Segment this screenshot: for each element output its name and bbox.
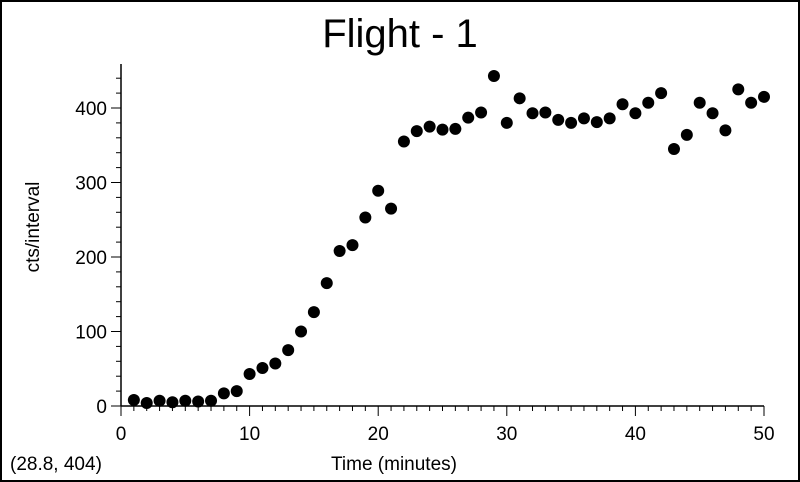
- data-point: [346, 239, 359, 252]
- x-tick-label: 50: [753, 424, 774, 445]
- data-point: [667, 142, 680, 155]
- y-tick-label: 100: [75, 323, 107, 344]
- data-point: [526, 107, 539, 120]
- data-point: [552, 113, 565, 126]
- x-tick-label: 30: [496, 424, 517, 445]
- data-point: [719, 124, 732, 137]
- data-point: [385, 202, 398, 215]
- x-tick-label: 0: [116, 424, 127, 445]
- data-point: [758, 90, 770, 103]
- data-point: [629, 107, 642, 120]
- data-point: [205, 394, 218, 407]
- data-point: [166, 396, 179, 409]
- y-tick-label: 400: [75, 99, 107, 120]
- data-point: [680, 128, 693, 141]
- data-point: [256, 362, 269, 375]
- data-point: [269, 357, 282, 370]
- data-point: [487, 69, 500, 82]
- x-tick-label: 20: [368, 424, 389, 445]
- data-point: [359, 211, 372, 224]
- data-point: [693, 96, 706, 109]
- data-point: [513, 92, 526, 105]
- cursor-coordinate-readout: (28.8, 404): [10, 454, 102, 475]
- data-point: [217, 387, 230, 400]
- data-point: [706, 107, 719, 120]
- data-point: [616, 98, 629, 111]
- data-point: [539, 106, 552, 119]
- data-point: [577, 112, 590, 125]
- x-tick-label: 40: [625, 424, 646, 445]
- data-point: [732, 83, 745, 96]
- data-point: [655, 87, 668, 100]
- data-point: [307, 306, 320, 319]
- data-point: [153, 394, 166, 407]
- data-point: [436, 123, 449, 136]
- data-point: [565, 116, 578, 129]
- y-tick-label: 0: [96, 397, 107, 418]
- data-point: [410, 125, 423, 138]
- data-point: [282, 344, 295, 357]
- data-point: [500, 116, 513, 129]
- data-point: [372, 184, 385, 197]
- data-point: [179, 394, 192, 407]
- data-point: [320, 277, 333, 290]
- data-point: [192, 395, 205, 408]
- data-point: [423, 120, 436, 133]
- data-point: [449, 122, 462, 135]
- y-tick-label: 200: [75, 248, 107, 269]
- data-point: [603, 112, 616, 125]
- data-point: [230, 385, 243, 398]
- x-axis-label: Time (minutes): [331, 454, 457, 475]
- y-axis-label: cts/interval: [23, 181, 44, 273]
- data-point: [127, 394, 140, 407]
- data-point: [295, 325, 308, 338]
- y-tick-label: 300: [75, 174, 107, 195]
- data-point: [140, 397, 153, 410]
- data-point: [590, 116, 603, 129]
- x-tick-label: 10: [239, 424, 260, 445]
- data-point: [745, 96, 758, 109]
- data-point: [333, 245, 346, 258]
- data-point: [397, 135, 410, 148]
- data-point: [642, 96, 655, 109]
- data-point: [475, 106, 488, 119]
- data-point: [462, 111, 475, 124]
- data-point: [243, 367, 256, 380]
- chart-title: Flight - 1: [322, 12, 478, 56]
